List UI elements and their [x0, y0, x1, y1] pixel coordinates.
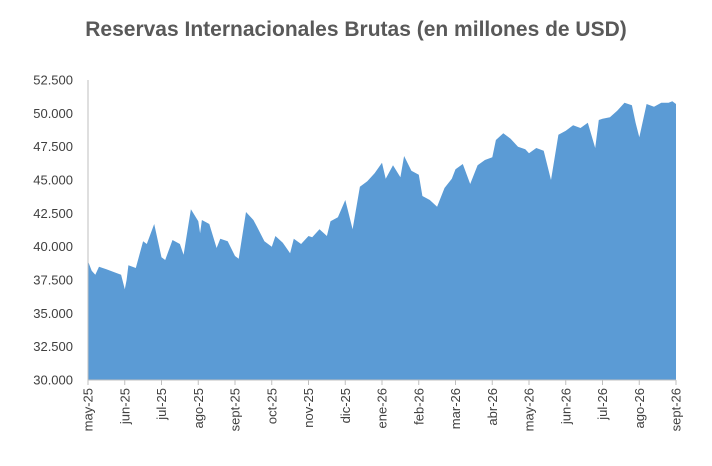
x-tick-label: jun-25	[117, 388, 132, 425]
y-tick-label: 42.500	[33, 206, 73, 221]
x-tick-label: ago-25	[191, 388, 206, 428]
x-tick-label: sept-26	[669, 388, 684, 431]
x-tick-label: oct-25	[264, 388, 279, 424]
plot-area	[88, 101, 676, 381]
x-tick-label: jul-25	[154, 388, 169, 421]
chart-title: Reservas Internacionales Brutas (en mill…	[85, 18, 627, 41]
x-tick-label: jul-26	[595, 388, 610, 421]
y-tick-label: 47.500	[33, 139, 73, 154]
x-tick-label: ago-26	[632, 388, 647, 428]
y-tick-label: 37.500	[33, 273, 73, 288]
x-tick-label: sept-25	[228, 388, 243, 431]
y-tick-label: 32.500	[33, 339, 73, 354]
y-tick-label: 35.000	[33, 306, 73, 321]
y-tick-label: 52.500	[33, 73, 73, 88]
y-tick-label: 45.000	[33, 173, 73, 188]
y-tick-label: 50.000	[33, 106, 73, 121]
y-tick-label: 30.000	[33, 373, 73, 388]
series-area-0	[88, 101, 676, 381]
x-tick-label: abr-26	[485, 388, 500, 426]
x-tick-label: ene-26	[375, 388, 390, 428]
x-axis: may-25 jun-25 jul-25 ago-25 sept-25 oct-25 nov…	[81, 379, 684, 431]
x-tick-label: may-26	[522, 388, 537, 431]
x-tick-label: may-25	[81, 388, 96, 431]
x-tick-label: mar-26	[448, 388, 463, 429]
x-tick-label: dic-25	[338, 388, 353, 423]
x-tick-label: jun-26	[558, 388, 573, 425]
x-tick-label: feb-26	[411, 388, 426, 425]
y-tick-label: 40.000	[33, 239, 73, 254]
y-axis: 30.000 32.500 35.000 37.500 40.000 42.500 45.0…	[33, 73, 89, 388]
x-tick-label: nov-25	[301, 388, 316, 428]
